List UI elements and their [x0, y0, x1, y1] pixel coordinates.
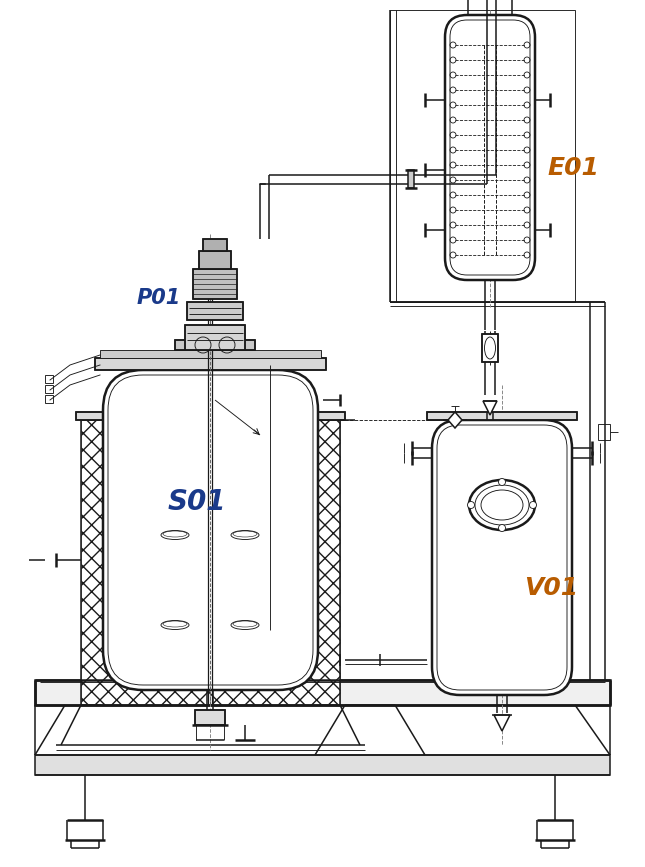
Bar — [45, 375, 53, 383]
Bar — [45, 395, 53, 403]
Ellipse shape — [161, 621, 189, 629]
Bar — [187, 302, 243, 320]
Bar — [193, 269, 237, 299]
FancyBboxPatch shape — [432, 420, 572, 695]
Text: E01: E01 — [547, 156, 599, 180]
Ellipse shape — [161, 531, 189, 539]
Bar — [100, 350, 321, 358]
Circle shape — [468, 501, 475, 509]
Bar — [199, 251, 231, 269]
Bar — [203, 239, 227, 251]
Bar — [175, 340, 255, 350]
Bar — [195, 710, 225, 725]
Bar — [81, 420, 340, 705]
Text: S01: S01 — [168, 488, 226, 516]
Polygon shape — [494, 715, 510, 731]
Bar — [185, 325, 245, 350]
Bar — [203, 239, 227, 251]
Text: P01: P01 — [137, 288, 181, 308]
Bar — [35, 680, 610, 705]
Bar — [76, 412, 345, 420]
Bar — [199, 251, 231, 269]
Bar — [193, 269, 237, 299]
Ellipse shape — [231, 621, 259, 629]
Circle shape — [530, 501, 537, 509]
Polygon shape — [483, 401, 497, 415]
Bar — [482, 334, 498, 362]
FancyBboxPatch shape — [445, 15, 535, 280]
Bar — [95, 358, 326, 370]
Circle shape — [499, 525, 506, 531]
Bar — [408, 170, 414, 188]
Bar — [187, 302, 243, 320]
Bar — [76, 412, 345, 420]
FancyBboxPatch shape — [103, 370, 318, 690]
Bar — [95, 358, 326, 370]
Bar — [482, 334, 498, 362]
Bar — [427, 412, 577, 420]
Ellipse shape — [231, 531, 259, 539]
Bar — [35, 755, 610, 775]
Bar — [390, 10, 575, 302]
Bar — [185, 325, 245, 350]
Ellipse shape — [469, 480, 535, 530]
Bar — [598, 424, 610, 440]
Bar — [81, 420, 340, 705]
Bar — [175, 340, 255, 350]
Bar — [45, 385, 53, 393]
Text: V01: V01 — [524, 576, 578, 600]
Circle shape — [499, 479, 506, 486]
Polygon shape — [448, 412, 462, 428]
Bar — [195, 710, 225, 725]
Bar — [427, 412, 577, 420]
